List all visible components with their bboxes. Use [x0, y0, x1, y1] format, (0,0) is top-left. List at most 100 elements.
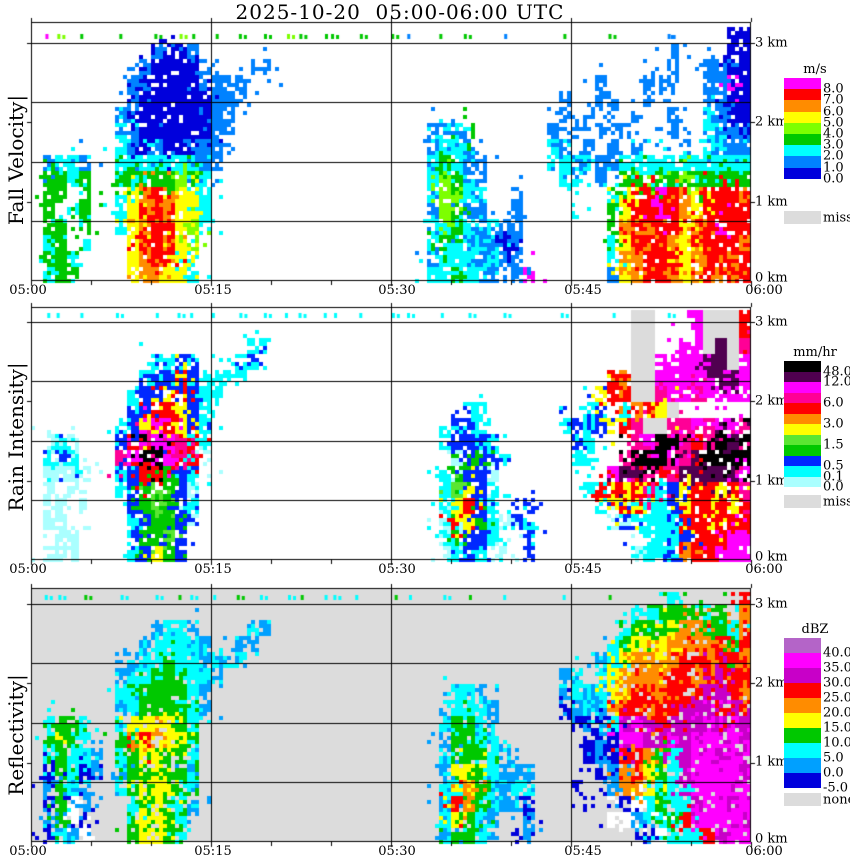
legend-swatch	[784, 145, 821, 157]
legend-value-label: 2.0	[823, 148, 844, 164]
height-axis-label: 1 km	[755, 473, 788, 489]
height-axis-label: 0 km	[755, 270, 788, 286]
legend-value-label: -5.0	[823, 780, 849, 796]
time-axis-label: 05:30	[378, 844, 416, 859]
legend-swatch	[784, 371, 821, 382]
legend-value-label: 3.0	[823, 137, 844, 153]
legend-swatch	[784, 167, 821, 179]
legend-missing-label: none	[823, 792, 850, 807]
legend-title-dbz: dBZ	[801, 622, 829, 637]
time-axis-label: 05:15	[194, 562, 232, 577]
legend-swatch	[784, 434, 821, 445]
time-axis-label: 05:45	[564, 283, 602, 298]
legend-swatch	[784, 134, 821, 146]
legend-value-label: 3.0	[823, 416, 844, 432]
legend-value-label: 10.0	[823, 735, 850, 751]
time-axis-label: 05:00	[9, 844, 47, 859]
legend-value-label: 5.0	[823, 115, 844, 131]
legend-swatch	[784, 713, 821, 728]
legend-value-label: 5.0	[823, 750, 844, 766]
legend-value-label: 8.0	[823, 81, 844, 97]
time-axis-label: 06:00	[745, 844, 783, 859]
legend-swatch	[784, 89, 821, 101]
legend-swatch	[784, 653, 821, 668]
legend-value-label: 6.0	[823, 395, 844, 411]
legend-value-label: 0.5	[823, 458, 844, 474]
legend-title-ms: m/s	[803, 62, 827, 77]
page-title: 2025-10-20 05:00-06:00 UTC	[235, 0, 565, 24]
height-axis-label: 0 km	[755, 549, 788, 565]
height-axis-label: 3 km	[755, 314, 788, 330]
legend-swatch	[784, 361, 821, 372]
legend-swatch	[784, 728, 821, 743]
legend-swatch	[784, 111, 821, 123]
legend-swatch	[784, 392, 821, 403]
time-axis-label: 05:30	[378, 283, 416, 298]
legend-value-label: 6.0	[823, 104, 844, 120]
legend-value-label: 25.0	[823, 690, 850, 706]
height-axis-label: 2 km	[755, 114, 788, 130]
time-axis-label: 05:30	[378, 562, 416, 577]
time-axis-label: 05:45	[564, 844, 602, 859]
legend-swatch	[784, 743, 821, 758]
legend-missing-label: miss	[823, 210, 850, 225]
legend-swatch	[784, 683, 821, 698]
legend-value-label: 7.0	[823, 92, 844, 108]
y-axis-label-reflectivity: Reflectivity|	[4, 674, 28, 796]
legend-value-label: 0.0	[823, 479, 844, 495]
legend-swatch	[784, 455, 821, 466]
legend-swatch	[784, 445, 821, 456]
legend-value-label: 0.0	[823, 171, 844, 187]
legend-value-label: 1.5	[823, 437, 844, 453]
legend-value-label: 35.0	[823, 660, 850, 676]
time-axis-label: 06:00	[745, 283, 783, 298]
time-axis-label: 05:00	[9, 283, 47, 298]
legend-value-label: 0.1	[823, 469, 844, 484]
legend-value-label: 0.0	[823, 765, 844, 781]
legend-value-label: 12.0	[823, 374, 850, 390]
legend-swatch	[784, 424, 821, 435]
legend-swatch	[784, 403, 821, 414]
legend-value-label: 40.0	[823, 645, 850, 661]
legend-swatch	[784, 758, 821, 773]
legend-swatch	[784, 382, 821, 393]
time-axis-label: 06:00	[745, 562, 783, 577]
height-axis-label: 1 km	[755, 194, 788, 210]
legend-swatch	[784, 466, 821, 477]
height-axis-label: 3 km	[755, 35, 788, 51]
legend-value-label: 1.0	[823, 160, 844, 176]
legend-missing-label: miss	[823, 494, 850, 509]
legend-swatch	[784, 668, 821, 683]
y-axis-label-fall-velocity: Fall Velocity|	[4, 94, 28, 226]
height-axis-label: 0 km	[755, 831, 788, 847]
time-axis-label: 05:15	[194, 844, 232, 859]
legend-title-mmhr: mm/hr	[793, 345, 837, 360]
legend-swatch	[784, 100, 821, 112]
height-axis-label: 3 km	[755, 596, 788, 612]
y-axis-label-rain-intensity: Rain Intensity|	[4, 362, 28, 512]
legend-value-label: 4.0	[823, 126, 844, 142]
legend-missing-swatch	[784, 211, 821, 224]
legend-missing-swatch	[784, 793, 821, 806]
legend-swatch	[784, 413, 821, 424]
legend-value-label: 48.0	[823, 364, 850, 379]
legend-swatch	[784, 698, 821, 713]
legend-swatch	[784, 773, 821, 788]
legend-swatch	[784, 78, 821, 90]
legend-value-label: 15.0	[823, 720, 850, 736]
legend-swatch	[784, 156, 821, 168]
time-axis-label: 05:00	[9, 562, 47, 577]
legend-swatch	[784, 122, 821, 134]
legend-swatch	[784, 638, 821, 653]
height-axis-label: 2 km	[755, 393, 788, 409]
legend-value-label: 20.0	[823, 705, 850, 721]
legend-swatch	[784, 476, 821, 487]
time-axis-label: 05:45	[564, 562, 602, 577]
legend-missing-swatch	[784, 495, 821, 508]
legend-value-label: 30.0	[823, 675, 850, 691]
time-axis-label: 05:15	[194, 283, 232, 298]
height-axis-label: 1 km	[755, 754, 788, 770]
height-axis-label: 2 km	[755, 675, 788, 691]
